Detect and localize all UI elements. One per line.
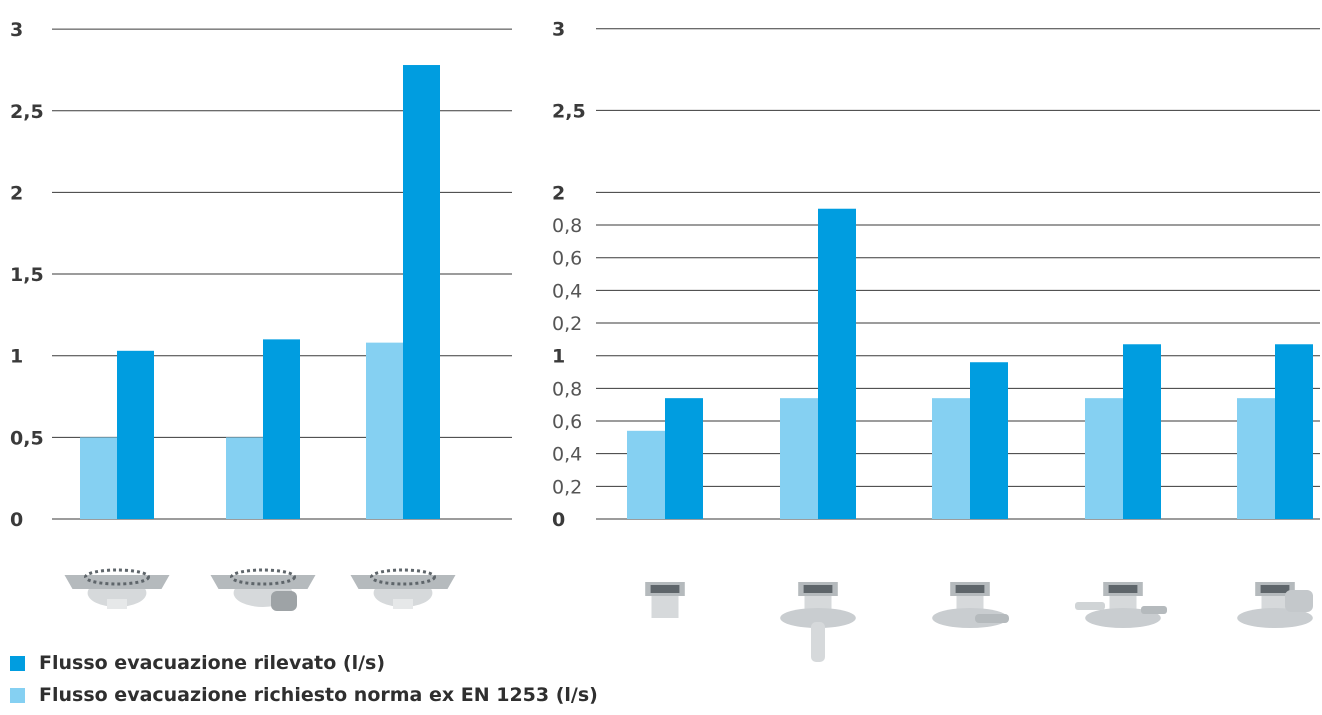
y-tick-label: 2 [10, 182, 23, 204]
drain-bottom-outlet-icon [64, 568, 170, 609]
bar-measured-4 [1123, 344, 1161, 519]
y-tick-label: 0 [552, 509, 565, 531]
drain-long-vertical-icon [780, 582, 856, 662]
y-tick-label: 2,5 [10, 101, 44, 123]
bar-required-4 [1085, 398, 1123, 519]
y-tick-label: 1 [552, 346, 565, 368]
y-tick-label: 0,4 [552, 444, 582, 466]
bar-measured-3 [970, 362, 1008, 519]
bar-required-3 [366, 342, 403, 519]
y-tick-label: 3 [552, 19, 565, 41]
y-tick-label: 0,2 [552, 313, 582, 335]
bar-required-2 [780, 398, 818, 519]
bar-measured-2 [818, 208, 856, 520]
chart-1: 0 0,5 1 1,5 2 2,5 3 [10, 19, 512, 611]
y-tick-label: 0,6 [552, 411, 582, 433]
legend-measured: Flusso evacuazione rilevato (l/s) [10, 652, 385, 674]
y-tick-label: 3 [10, 19, 23, 41]
legend-measured-label: Flusso evacuazione rilevato (l/s) [39, 652, 386, 674]
drain-double-outlet-icon [1075, 582, 1167, 628]
bar-measured-1 [665, 398, 703, 519]
bar-measured-2 [263, 339, 300, 519]
drain-large-bottom-outlet-icon [350, 568, 456, 609]
y-tick-label: 0,8 [552, 215, 582, 237]
bar-required-3 [932, 398, 970, 519]
y-tick-label: 1,5 [10, 264, 44, 286]
drain-angled-icon [1237, 582, 1313, 628]
drain-side-outlet-icon [932, 582, 1009, 628]
y-tick-label: 0,5 [10, 427, 44, 449]
drain-compact-icon [645, 582, 685, 618]
legend-required: Flusso evacuazione richiesto norma ex EN… [10, 684, 598, 706]
legend-measured-swatch [10, 655, 25, 671]
legend-required-swatch [10, 687, 25, 703]
bar-measured-1 [117, 350, 154, 519]
drain-side-outlet-icon [210, 568, 316, 611]
y-tick-label: 0 [10, 509, 23, 531]
y-tick-label: 2,5 [552, 100, 586, 122]
bar-required-1 [627, 430, 665, 519]
y-tick-label: 0,4 [552, 280, 582, 302]
y-tick-label: 1 [10, 346, 23, 368]
y-tick-label: 2 [552, 182, 565, 204]
y-tick-label: 0,6 [552, 248, 582, 270]
legend-required-label: Flusso evacuazione richiesto norma ex EN… [39, 684, 598, 706]
bar-measured-5 [1275, 344, 1313, 519]
bar-required-2 [226, 437, 263, 519]
bar-required-1 [80, 437, 117, 519]
y-tick-label: 0,8 [552, 378, 582, 400]
bar-measured-3 [403, 65, 440, 519]
y-tick-label: 0,2 [552, 476, 582, 498]
chart-2: 0 0,2 0,4 0,6 0,8 1 0,2 0,4 0,6 0,8 2 2,5 3 [552, 19, 1320, 662]
bar-required-5 [1237, 398, 1275, 519]
